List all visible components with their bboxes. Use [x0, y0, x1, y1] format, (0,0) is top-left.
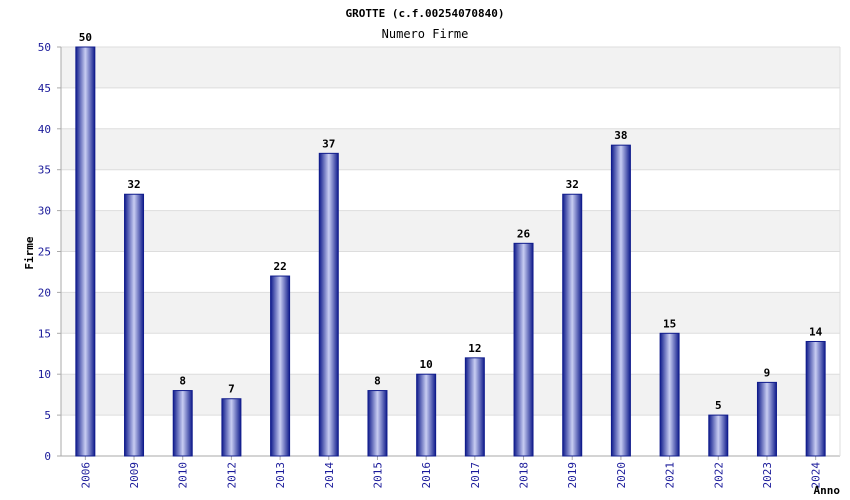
data-label: 12: [468, 342, 481, 355]
y-tick-label: 5: [44, 409, 51, 422]
band: [61, 128, 840, 170]
bar: [75, 46, 96, 457]
bar: [172, 390, 193, 457]
y-tick-label: 30: [38, 205, 51, 218]
y-tick-label: 25: [38, 246, 51, 259]
data-label: 50: [79, 31, 92, 44]
bar: [756, 381, 777, 457]
x-tick-label: 2020: [615, 462, 628, 489]
bar: [708, 414, 729, 457]
y-tick-labels: 0 5 10 15 20 25 30 35 40 45 50: [38, 41, 51, 463]
y-tick-label: 35: [38, 164, 51, 177]
bar: [367, 390, 388, 457]
y-tick-label: 45: [38, 82, 51, 95]
y-tick-label: 40: [38, 123, 51, 136]
gridlines: [61, 46, 840, 416]
bar: [270, 275, 291, 457]
x-tick-label: 2018: [518, 462, 531, 489]
data-label: 7: [228, 383, 235, 396]
chart-title: GROTTE (c.f.00254070840): [346, 7, 505, 20]
bar: [513, 242, 534, 457]
data-label: 32: [127, 178, 140, 191]
data-label: 14: [809, 325, 823, 338]
y-tick-label: 20: [38, 286, 51, 299]
x-tick-label: 2019: [566, 462, 579, 489]
x-tick-label: 2012: [225, 462, 238, 489]
x-tick-label: 2006: [79, 462, 92, 489]
data-label: 5: [715, 399, 722, 412]
data-label: 32: [566, 178, 579, 191]
bar: [464, 357, 485, 457]
x-tick-label: 2016: [420, 462, 433, 489]
data-labels: 50 32 8 7 22 37 8 10 12 26 32 38 15 5 9 14: [79, 31, 823, 412]
bar: [221, 398, 242, 457]
data-label: 37: [322, 137, 335, 150]
x-tick-label: 2021: [664, 462, 677, 489]
y-tick-label: 15: [38, 327, 51, 340]
data-label: 38: [614, 129, 627, 142]
bar: [659, 332, 680, 457]
bar: [318, 152, 339, 457]
x-tick-labels: 2006 2009 2010 2012 2013 2014 2015 2016 2017 2018…: [79, 462, 822, 489]
bar: [124, 193, 145, 457]
x-axis-label: Anno: [814, 484, 841, 497]
y-tick-label: 50: [38, 41, 51, 54]
chart-subtitle: Numero Firme: [382, 27, 469, 41]
x-tick-label: 2024: [810, 462, 823, 489]
bar: [416, 373, 437, 457]
data-label: 26: [517, 227, 531, 240]
bar: [610, 144, 631, 457]
x-tick-label: 2017: [469, 462, 482, 489]
x-tick-label: 2023: [761, 462, 774, 489]
x-tick-label: 2009: [128, 462, 141, 489]
x-tick-label: 2013: [274, 462, 287, 489]
bars: [75, 46, 826, 457]
y-tick-label: 0: [44, 450, 51, 463]
x-tick-label: 2022: [712, 462, 725, 489]
y-axis-label: Firme: [23, 236, 36, 269]
data-label: 9: [764, 366, 771, 379]
x-tick-label: 2010: [177, 462, 190, 489]
plot-bands: [61, 47, 840, 416]
x-tick-label: 2015: [371, 462, 384, 489]
bar: [805, 340, 826, 457]
data-label: 8: [374, 375, 381, 388]
data-label: 8: [179, 375, 186, 388]
data-label: 15: [663, 317, 676, 330]
band: [61, 47, 840, 88]
band: [61, 210, 840, 252]
band: [61, 292, 840, 334]
data-label: 10: [420, 358, 433, 371]
bar: [562, 193, 583, 457]
data-label: 22: [273, 260, 286, 273]
x-tick-label: 2014: [323, 462, 336, 489]
y-tick-label: 10: [38, 368, 51, 381]
